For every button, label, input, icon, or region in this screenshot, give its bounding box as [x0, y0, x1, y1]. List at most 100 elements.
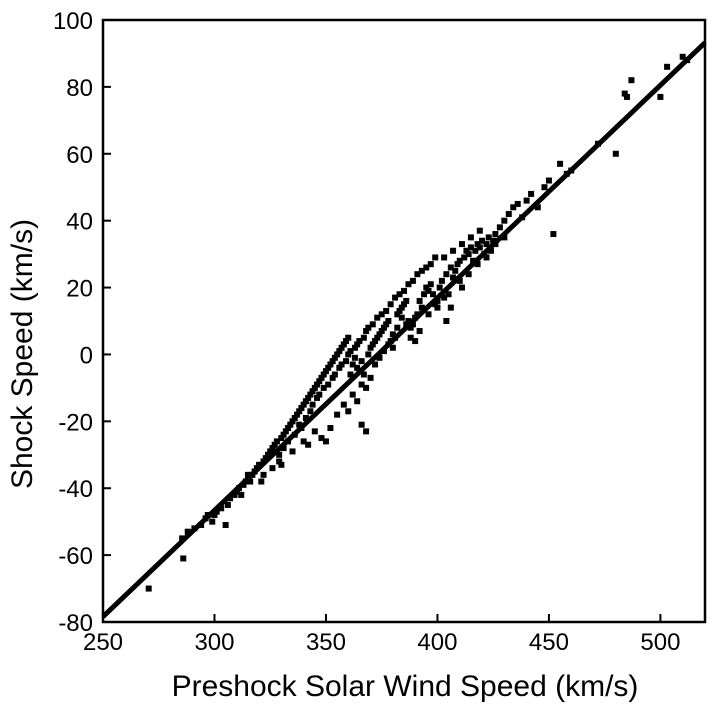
data-point — [389, 331, 396, 338]
data-point — [347, 348, 354, 355]
data-point — [378, 328, 385, 335]
data-point — [280, 431, 287, 438]
data-point — [345, 351, 352, 358]
data-point — [612, 150, 619, 157]
data-point — [545, 177, 552, 184]
data-point — [369, 341, 376, 348]
data-point — [269, 445, 276, 452]
data-point — [396, 291, 403, 298]
data-point — [450, 274, 457, 281]
data-point — [429, 291, 436, 298]
data-point — [311, 384, 318, 391]
data-point — [474, 241, 481, 248]
x-tick-label: 400 — [417, 629, 457, 656]
data-point — [398, 304, 405, 311]
data-point — [331, 371, 338, 378]
data-point — [336, 348, 343, 355]
data-point — [476, 227, 483, 234]
data-point — [278, 461, 285, 468]
data-point — [363, 328, 370, 335]
data-point — [403, 297, 410, 304]
data-point — [447, 304, 454, 311]
data-point — [209, 518, 216, 525]
data-point — [218, 505, 225, 512]
data-point — [320, 371, 327, 378]
data-point — [354, 398, 361, 405]
y-tick-label: -60 — [58, 543, 93, 570]
data-point — [334, 351, 341, 358]
x-axis-title: Preshock Solar Wind Speed (km/s) — [172, 670, 639, 703]
data-point — [541, 184, 548, 191]
axis-ticks: 250 300 350 400 450 500 -80 -60 -40 -20 0 20 40 60 80 1… — [53, 8, 680, 656]
data-point — [441, 294, 448, 301]
data-point — [365, 351, 372, 358]
data-point — [483, 241, 490, 248]
data-point — [329, 374, 336, 381]
data-point — [514, 200, 521, 207]
data-point — [441, 254, 448, 261]
data-point — [302, 414, 309, 421]
data-point — [432, 254, 439, 261]
data-point — [289, 448, 296, 455]
y-tick-label: 0 — [80, 342, 93, 369]
data-point — [325, 381, 332, 388]
data-point — [345, 408, 352, 415]
data-point — [452, 267, 459, 274]
data-point — [145, 585, 152, 592]
data-point — [322, 438, 329, 445]
data-point — [302, 398, 309, 405]
data-point — [434, 304, 441, 311]
data-point — [271, 441, 278, 448]
data-point — [376, 354, 383, 361]
data-point — [467, 244, 474, 251]
fit-line — [101, 40, 707, 619]
data-point — [664, 63, 671, 70]
data-point — [372, 361, 379, 368]
data-point — [211, 511, 218, 518]
data-point — [351, 344, 358, 351]
data-point — [405, 281, 412, 288]
data-point — [412, 338, 419, 345]
data-point — [300, 438, 307, 445]
data-point — [490, 237, 497, 244]
data-point — [347, 371, 354, 378]
data-point — [327, 361, 334, 368]
data-point — [456, 277, 463, 284]
data-point — [510, 204, 517, 211]
data-point — [679, 53, 686, 60]
data-point — [458, 241, 465, 248]
data-point — [383, 321, 390, 328]
data-point — [314, 394, 321, 401]
data-point — [438, 277, 445, 284]
data-point — [336, 364, 343, 371]
data-point — [278, 435, 285, 442]
data-point — [427, 281, 434, 288]
data-point — [316, 391, 323, 398]
data-point — [349, 361, 356, 368]
data-point — [354, 364, 361, 371]
data-point — [363, 428, 370, 435]
data-point — [320, 384, 327, 391]
data-point — [447, 264, 454, 271]
y-tick-label: -80 — [58, 610, 93, 637]
data-point — [372, 338, 379, 345]
data-point — [311, 428, 318, 435]
y-tick-label: 40 — [66, 209, 93, 236]
data-point — [496, 224, 503, 231]
data-point — [523, 197, 530, 204]
data-point — [267, 448, 274, 455]
data-point — [318, 374, 325, 381]
data-point — [474, 261, 481, 268]
data-point — [621, 90, 628, 97]
data-point — [276, 451, 283, 458]
y-tick-label: 20 — [66, 276, 93, 303]
data-point — [425, 311, 432, 318]
data-point — [385, 318, 392, 324]
data-point — [244, 471, 251, 478]
data-point — [298, 404, 305, 411]
data-point — [358, 381, 365, 388]
data-point — [291, 414, 298, 421]
data-point — [445, 291, 452, 298]
data-point — [247, 478, 254, 485]
data-point — [360, 334, 367, 341]
